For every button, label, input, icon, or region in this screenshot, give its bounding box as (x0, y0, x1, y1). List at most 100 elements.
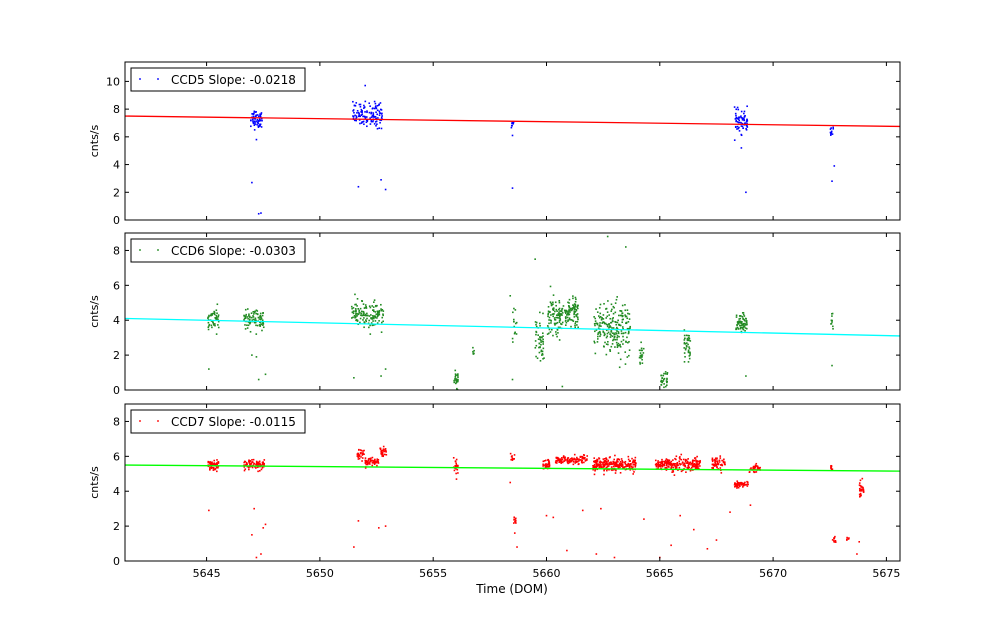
data-point (356, 453, 359, 455)
data-point (622, 339, 625, 341)
data-point (548, 316, 551, 319)
data-point (683, 347, 686, 349)
data-point (207, 326, 210, 328)
data-point (573, 457, 575, 460)
data-point (628, 340, 630, 343)
data-point (831, 133, 834, 135)
data-point (639, 352, 642, 354)
data-point (557, 457, 560, 459)
data-point (542, 357, 544, 360)
data-point (373, 463, 376, 465)
data-point (366, 120, 369, 123)
data-point (250, 462, 253, 464)
data-point (596, 311, 599, 313)
data-point (606, 332, 609, 335)
data-point (249, 465, 252, 468)
data-point (628, 327, 630, 330)
data-point (605, 343, 608, 345)
data-point (621, 304, 624, 307)
data-point (716, 457, 718, 460)
data-point (602, 461, 604, 464)
data-point (555, 456, 558, 459)
data-point (261, 319, 264, 322)
data-point (557, 314, 559, 317)
data-point (257, 125, 260, 127)
data-point (684, 355, 686, 358)
data-point (693, 459, 695, 462)
data-point (376, 458, 379, 460)
data-point (581, 457, 584, 460)
data-point (548, 461, 551, 464)
data-point (663, 386, 665, 389)
data-point (738, 485, 741, 487)
data-point (833, 537, 835, 540)
data-point (243, 466, 246, 468)
data-point (209, 463, 211, 465)
data-point (350, 305, 353, 308)
data-point (675, 458, 677, 461)
data-point (376, 317, 378, 319)
data-point (455, 374, 457, 377)
data-point (598, 315, 600, 317)
data-point (608, 326, 610, 329)
data-point (256, 114, 259, 116)
data-point (213, 462, 215, 464)
data-point (246, 463, 248, 465)
data-point (377, 459, 380, 461)
data-point (250, 312, 253, 315)
data-point (358, 457, 361, 460)
data-point (620, 465, 623, 468)
data-point (571, 457, 573, 460)
data-point (566, 314, 568, 316)
data-point (548, 460, 550, 463)
outlier-point (264, 523, 267, 526)
data-point (261, 463, 264, 466)
data-point (552, 307, 555, 309)
data-point (373, 315, 376, 317)
data-point (455, 379, 457, 381)
data-point (252, 121, 254, 124)
data-point (557, 459, 559, 462)
y-tick-label: 6 (113, 450, 120, 463)
data-point (455, 381, 458, 383)
data-point (597, 332, 600, 334)
data-point (368, 462, 370, 464)
data-point (830, 465, 833, 467)
data-point (546, 463, 549, 466)
data-point (621, 312, 623, 314)
data-point (257, 122, 259, 125)
data-point (548, 464, 551, 466)
data-point (355, 119, 357, 122)
data-point (662, 374, 665, 377)
data-point (573, 453, 576, 456)
data-point (510, 126, 513, 129)
data-point (547, 459, 550, 462)
data-point (352, 310, 355, 313)
data-point (366, 125, 368, 128)
outlier-point (357, 520, 360, 522)
data-point (251, 118, 254, 121)
data-point (209, 469, 211, 471)
data-point (244, 468, 247, 470)
data-point (252, 120, 254, 122)
data-point (556, 321, 559, 324)
data-point (542, 312, 544, 315)
data-point (472, 352, 475, 355)
data-point (668, 459, 671, 462)
data-point (740, 484, 743, 486)
data-point (515, 522, 517, 524)
data-point (359, 321, 361, 324)
data-point (554, 322, 556, 325)
data-point (574, 460, 577, 462)
data-point (244, 461, 247, 463)
data-point (514, 518, 517, 520)
data-point (627, 321, 630, 323)
data-point (356, 455, 359, 457)
data-point (743, 319, 746, 322)
data-point (372, 316, 375, 319)
data-point (252, 113, 255, 115)
data-point (557, 313, 560, 316)
data-point (255, 312, 257, 315)
data-point (617, 319, 619, 322)
data-point (574, 311, 577, 313)
